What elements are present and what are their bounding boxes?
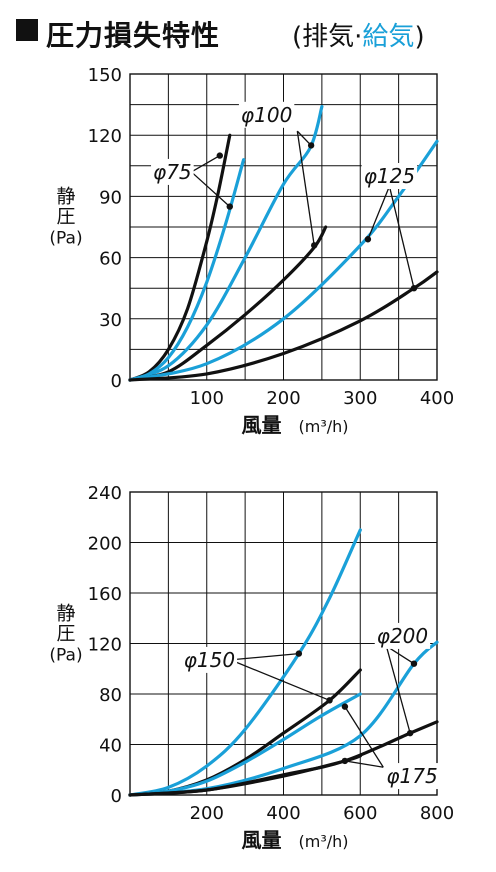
chart1-diameter-label: φ75 (153, 160, 192, 184)
chart1-supply-curve (128, 158, 246, 382)
chart2-marker-dot (341, 757, 349, 765)
chart-subtitle: (排気·給気) (292, 16, 425, 53)
chart1-xtick-label: 200 (266, 388, 300, 409)
chart1-exhaust-curve (128, 225, 328, 382)
chart1-marker-dot (410, 285, 418, 292)
chart1-ytick-label: 0 (111, 371, 122, 392)
chart2-marker-dot (295, 650, 303, 657)
chart1-leader-line (296, 130, 312, 146)
chart2-ytick-label: 200 (88, 534, 122, 555)
chart2-exhaust-curve (128, 754, 362, 797)
chart2-leader-line (385, 645, 415, 665)
chart1-marker-dot (226, 203, 233, 210)
chart-header: 圧力損失特性 (排気·給気) (16, 14, 486, 58)
chart2-supply-curve (128, 528, 362, 797)
chart2-label-bg (384, 763, 440, 790)
chart2-ytick-label: 40 (99, 736, 122, 757)
chart1-xlabel: 風量 (242, 413, 282, 437)
chart1-leader-line (388, 186, 415, 289)
chart2-leader-line (385, 645, 411, 734)
chart2-ytick-label: 80 (99, 685, 122, 706)
chart2-marker-dot (406, 729, 414, 737)
chart1-diameter-label: φ125 (364, 164, 415, 188)
chart1-label-bg (361, 163, 418, 189)
chart1-ylabel-line2: 圧 (56, 206, 75, 228)
chart1-marker-dot (216, 152, 223, 159)
chart1-supply-curve (128, 139, 439, 382)
chart2-ylabel-line1: 静 (56, 602, 75, 624)
chart2-leader-line (344, 760, 384, 768)
chart1-ytick-label: 150 (88, 65, 122, 86)
chart1-ylabel-unit: (Pa) (49, 229, 82, 249)
subtitle-close: ) (414, 22, 425, 52)
chart2-label-bg (181, 646, 238, 673)
chart2-diameter-label: φ175 (386, 764, 437, 788)
title-square-icon (16, 19, 38, 41)
chart1-ytick-label: 60 (99, 249, 122, 270)
chart2-xtick-label: 200 (190, 803, 224, 824)
chart2-marker-dot (410, 660, 418, 667)
chart2-xtick-label: 600 (343, 803, 377, 824)
chart1-frame (129, 73, 438, 381)
chart1-ytick-label: 90 (99, 187, 122, 208)
chart2-ylabel-line2: 圧 (56, 622, 75, 644)
chart2-ylabel-unit: (Pa) (49, 645, 82, 665)
chart2-ytick-label: 240 (88, 483, 122, 504)
chart2-leader-line (230, 652, 299, 661)
chart2-marker-dot (326, 697, 333, 704)
chart1-leader-line (191, 155, 221, 173)
chart2-ytick-label: 120 (88, 635, 122, 656)
chart2-marker-dot (341, 703, 349, 710)
subtitle-supply: 給気 (362, 22, 415, 52)
chart-title: 圧力損失特性 (46, 19, 221, 52)
chart2-ytick-label: 0 (111, 786, 122, 807)
chart1-label-bg (151, 158, 194, 185)
chart2-xlabel: 風量 (242, 828, 282, 852)
chart2-label-bg (374, 622, 431, 649)
chart2-xtick-label: 800 (420, 803, 454, 824)
chart1-xtick-label: 100 (190, 388, 224, 409)
chart1-label-bg (238, 101, 295, 128)
chart1-xlabel-unit: (m³/h) (298, 417, 348, 436)
chart2-ytick-label: 160 (88, 584, 122, 605)
chart2-diameter-label: φ200 (377, 624, 428, 648)
chart1-xtick-label: 300 (343, 388, 377, 409)
chart2-leader-line (230, 659, 330, 701)
chart1-leader-line (190, 171, 231, 208)
chart1-marker-dot (311, 242, 318, 249)
chart1-ytick-label: 120 (88, 126, 122, 147)
chart2-diameter-label: φ150 (184, 648, 235, 672)
chart2-xlabel-unit: (m³/h) (298, 832, 348, 851)
chart1-diameter-label: φ100 (241, 103, 292, 127)
chart1-marker-dot (307, 142, 315, 149)
chart1-exhaust-curve (128, 133, 232, 382)
chart1-ylabel-line1: 静 (56, 186, 75, 208)
chart1-leader-line (296, 131, 315, 246)
chart2-xtick-label: 400 (266, 803, 300, 824)
chart2-leader-line (344, 706, 384, 768)
chart1-xtick-label: 400 (420, 388, 454, 409)
chart1-leader-line (367, 185, 391, 240)
chart1-marker-dot (364, 236, 372, 243)
subtitle-open: (排気· (292, 22, 363, 52)
chart1-ytick-label: 30 (99, 310, 122, 331)
